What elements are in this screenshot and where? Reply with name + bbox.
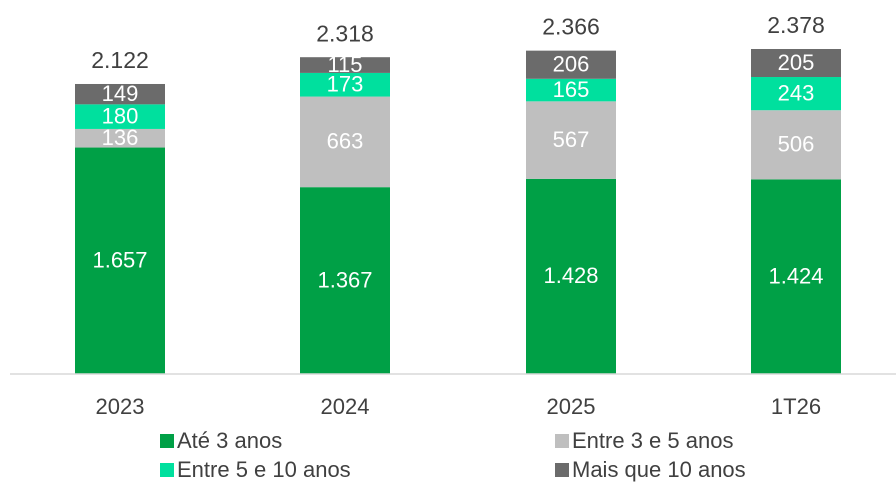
legend-swatch bbox=[160, 463, 174, 477]
total-label: 2.378 bbox=[767, 12, 825, 38]
bar-segment bbox=[751, 110, 841, 180]
data-label: 180 bbox=[102, 103, 139, 128]
data-label: 506 bbox=[778, 132, 815, 157]
bar-segment bbox=[751, 179, 841, 374]
data-label: 567 bbox=[553, 127, 590, 152]
bar-segment bbox=[300, 96, 390, 188]
data-label: 136 bbox=[102, 125, 139, 150]
bar-segment bbox=[300, 57, 390, 73]
legend-swatch bbox=[555, 463, 569, 477]
legend-swatch bbox=[555, 434, 569, 448]
legend-swatch bbox=[160, 434, 174, 448]
bar-segment bbox=[751, 77, 841, 111]
bar-segment bbox=[526, 50, 616, 79]
x-tick-label: 2025 bbox=[547, 394, 596, 419]
data-label: 206 bbox=[553, 52, 590, 77]
legend-label: Entre 5 e 10 anos bbox=[177, 457, 351, 482]
x-tick-label: 2024 bbox=[321, 394, 370, 419]
data-label: 1.428 bbox=[543, 263, 598, 288]
bar-segment bbox=[526, 78, 616, 102]
data-label: 173 bbox=[327, 72, 364, 97]
bar-segment bbox=[75, 147, 165, 374]
total-label: 2.318 bbox=[316, 20, 374, 46]
total-label: 2.122 bbox=[91, 47, 149, 73]
bar-segment bbox=[300, 72, 390, 97]
data-label: 149 bbox=[102, 81, 139, 106]
data-label: 663 bbox=[327, 129, 364, 154]
x-tick-label: 1T26 bbox=[771, 394, 821, 419]
bar-segment bbox=[526, 178, 616, 374]
total-label: 2.366 bbox=[542, 14, 600, 40]
data-label: 1.424 bbox=[768, 264, 823, 289]
bar-segment bbox=[75, 104, 165, 129]
bar-segment bbox=[526, 101, 616, 179]
x-tick-label: 2023 bbox=[96, 394, 145, 419]
legend-label: Até 3 anos bbox=[177, 428, 282, 453]
bar-segment bbox=[75, 128, 165, 148]
legend-label: Entre 3 e 5 anos bbox=[572, 428, 733, 453]
data-label: 115 bbox=[327, 52, 362, 77]
data-label: 165 bbox=[553, 77, 590, 102]
data-label: 1.367 bbox=[317, 267, 372, 292]
bar-segment bbox=[75, 83, 165, 105]
data-label: 1.657 bbox=[92, 248, 147, 273]
data-label: 205 bbox=[778, 50, 815, 75]
bar-segment bbox=[751, 49, 841, 78]
data-label: 243 bbox=[778, 80, 815, 105]
legend-label: Mais que 10 anos bbox=[572, 457, 746, 482]
bar-segment bbox=[300, 187, 390, 374]
